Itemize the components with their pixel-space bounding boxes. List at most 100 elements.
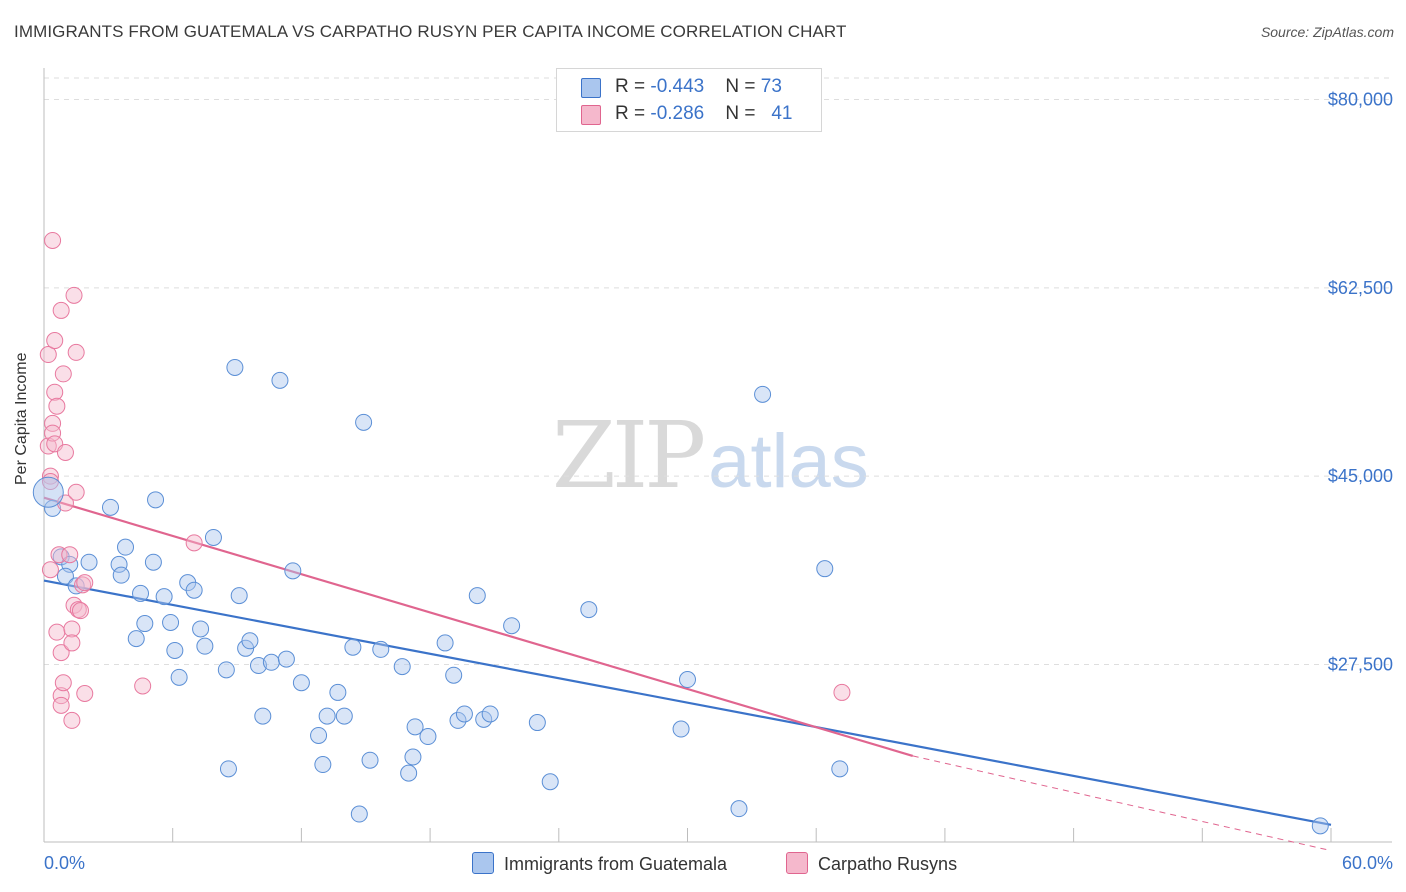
point-guatemala [344, 638, 362, 656]
point-rusyn [41, 561, 59, 579]
point-rusyn [52, 644, 70, 662]
point-rusyn [48, 623, 66, 641]
y-tick-label: $62,500 [1328, 278, 1393, 298]
point-rusyn [74, 576, 92, 594]
point-guatemala [166, 641, 184, 659]
trend-line-rusyn-extrapolated [912, 755, 1332, 852]
point-guatemala [147, 491, 165, 509]
point-guatemala [318, 707, 336, 725]
point-guatemala [132, 584, 150, 602]
point-guatemala [406, 718, 424, 736]
point-rusyn [65, 286, 83, 304]
axes [43, 68, 1392, 843]
point-guatemala [162, 613, 180, 631]
point-guatemala [314, 756, 332, 774]
legend-r-label: R = [615, 76, 651, 97]
point-guatemala [310, 726, 328, 744]
point-guatemala [355, 413, 373, 431]
point-guatemala [400, 764, 418, 782]
point-rusyn [63, 620, 81, 638]
point-guatemala [170, 668, 188, 686]
point-guatemala [204, 528, 222, 546]
point-guatemala [241, 632, 259, 650]
point-rusyn [63, 634, 81, 652]
point-guatemala [372, 640, 390, 658]
point-rusyn [44, 414, 62, 432]
bottom-legend-rusyn: Carpatho Rusyns [786, 852, 957, 875]
point-guatemala [754, 385, 772, 403]
point-guatemala-cluster [32, 476, 64, 508]
point-rusyn [46, 383, 64, 401]
bottom-legend-label-rusyn: Carpatho Rusyns [818, 854, 958, 874]
point-guatemala [284, 562, 302, 580]
point-guatemala [730, 800, 748, 818]
point-guatemala [468, 587, 486, 605]
point-rusyn [52, 687, 70, 705]
point-rusyn [44, 424, 62, 442]
point-rusyn [56, 443, 74, 461]
trend-line-rusyn [43, 496, 914, 757]
point-rusyn [39, 346, 57, 364]
point-guatemala [196, 637, 214, 655]
point-rusyn [44, 231, 62, 249]
tick-labels: $80,000 $62,500 $45,000 $27,500 0.0% 60.0% [44, 90, 1393, 873]
legend-n-label: N = [725, 103, 761, 124]
point-guatemala [155, 588, 173, 606]
point-guatemala [250, 657, 267, 675]
point-guatemala [192, 620, 210, 638]
point-guatemala [144, 553, 162, 571]
source-label: Source: ZipAtlas.com [1260, 24, 1394, 40]
point-guatemala [393, 658, 411, 676]
legend-r-value: -0.286 [650, 103, 705, 124]
bottom-legend-swatch-rusyn [786, 852, 808, 874]
point-rusyn [67, 343, 85, 361]
point-guatemala [481, 705, 499, 723]
x-tick-label-min: 0.0% [44, 853, 85, 873]
point-guatemala [455, 705, 473, 723]
point-guatemala [528, 714, 546, 732]
point-rusyn [833, 683, 851, 701]
gridlines [44, 77, 1392, 665]
point-guatemala [80, 553, 98, 571]
point-guatemala [1311, 817, 1329, 835]
legend-r-label: R = [615, 103, 651, 124]
bottom-legend-swatch-guatemala [472, 852, 494, 874]
point-guatemala [185, 581, 203, 599]
legend-swatch-rusyn [581, 105, 601, 125]
chart-title: IMMIGRANTS FROM GUATEMALA VS CARPATHO RU… [14, 22, 847, 41]
point-rusyn [54, 674, 72, 692]
point-guatemala [112, 566, 130, 584]
trend-line-guatemala [43, 579, 1332, 826]
point-rusyn [52, 301, 70, 319]
point-guatemala [449, 711, 467, 729]
point-guatemala [419, 728, 437, 746]
y-tick-label: $27,500 [1328, 654, 1393, 674]
point-guatemala [230, 587, 248, 605]
y-tick-label: $80,000 [1328, 90, 1393, 110]
watermark-atlas: atlas [708, 419, 869, 504]
trend-lines [43, 496, 1332, 852]
point-rusyn [185, 534, 203, 552]
point-guatemala [219, 760, 237, 778]
point-rusyn [67, 483, 85, 501]
point-guatemala [816, 560, 834, 578]
point-guatemala [672, 720, 690, 738]
point-rusyn [76, 685, 94, 703]
point-rusyn [54, 365, 72, 383]
point-rusyn [48, 397, 66, 415]
legend-n-value: 73 [760, 76, 782, 97]
point-guatemala [580, 601, 598, 619]
point-guatemala [335, 707, 353, 725]
point-rusyn [61, 546, 79, 564]
point-guatemala [217, 661, 235, 679]
point-guatemala [67, 577, 85, 595]
bottom-legend-label-guatemala: Immigrants from Guatemala [504, 854, 728, 874]
point-rusyn [39, 437, 57, 455]
x-tick-label-max: 60.0% [1342, 853, 1393, 873]
point-guatemala [277, 650, 295, 668]
legend-swatch-guatemala [581, 78, 601, 98]
point-guatemala [271, 371, 289, 389]
point-rusyn [134, 677, 152, 695]
point-guatemala [101, 498, 119, 516]
